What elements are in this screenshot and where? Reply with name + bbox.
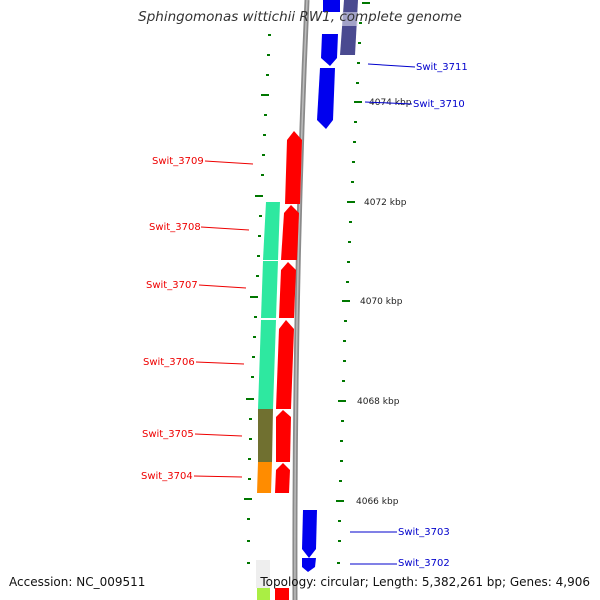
gene-label-swit-3705[interactable]: Swit_3705	[142, 429, 194, 440]
gene-arrow-swit-3704	[275, 463, 290, 493]
topology-label: Topology: circular; Length: 5,382,261 bp…	[260, 575, 590, 589]
gene-arrow-swit-3706	[276, 320, 294, 409]
cog-block-3708	[263, 202, 280, 260]
cog-block-3706	[258, 320, 276, 409]
gene-arrow-swit-3707	[279, 262, 296, 318]
gene-arrow-swit-3703	[302, 510, 317, 558]
gene-label-swit-3708[interactable]: Swit_3708	[149, 222, 201, 233]
gene-label-swit-3707[interactable]: Swit_3707	[146, 280, 198, 291]
cog-block-lower	[257, 588, 270, 600]
gene-arrow-lower-red	[275, 588, 289, 600]
forward-strand	[275, 131, 302, 600]
cog-block-3707	[261, 261, 278, 318]
cog-block-lower-grey	[256, 560, 270, 588]
tick-label-4070: 4070 kbp	[360, 297, 403, 307]
gene-arrow-swit-3705	[276, 410, 291, 462]
tick-label-4066: 4066 kbp	[356, 497, 399, 507]
cog-track	[256, 202, 280, 600]
gene-label-swit-3710[interactable]: Swit_3710	[413, 99, 465, 110]
label-leaders-forward	[193, 160, 254, 478]
outer-tick-ring	[336, 2, 370, 564]
gene-label-swit-3703[interactable]: Swit_3703	[398, 527, 450, 538]
gene-label-swit-3704[interactable]: Swit_3704	[141, 471, 193, 482]
gene-label-swit-3702[interactable]: Swit_3702	[398, 558, 450, 569]
cog-block-3705	[258, 409, 273, 462]
label-leaders-reverse	[350, 63, 416, 565]
map-title: Sphingomonas wittichii RW1, complete gen…	[138, 9, 462, 25]
gene-label-swit-3711[interactable]: Swit_3711	[416, 62, 468, 73]
gene-label-swit-3706[interactable]: Swit_3706	[143, 357, 195, 368]
gene-arrow-swit-3710	[317, 68, 335, 129]
gene-arrow-swit-3702	[302, 558, 316, 572]
reverse-strand	[302, 0, 358, 572]
gene-arrow-swit-3711	[321, 34, 338, 66]
gene-label-swit-3709[interactable]: Swit_3709	[152, 156, 204, 167]
gene-arrow-swit-3709	[285, 131, 302, 204]
tick-label-4072: 4072 kbp	[364, 198, 407, 208]
inner-tick-ring	[244, 34, 271, 564]
cog-block-3704	[257, 462, 272, 493]
accession-label: Accession: NC_009511	[9, 575, 146, 589]
gene-block-top-blue	[323, 0, 340, 12]
tick-label-4068: 4068 kbp	[357, 397, 400, 407]
gene-arrow-swit-3708	[281, 205, 299, 260]
